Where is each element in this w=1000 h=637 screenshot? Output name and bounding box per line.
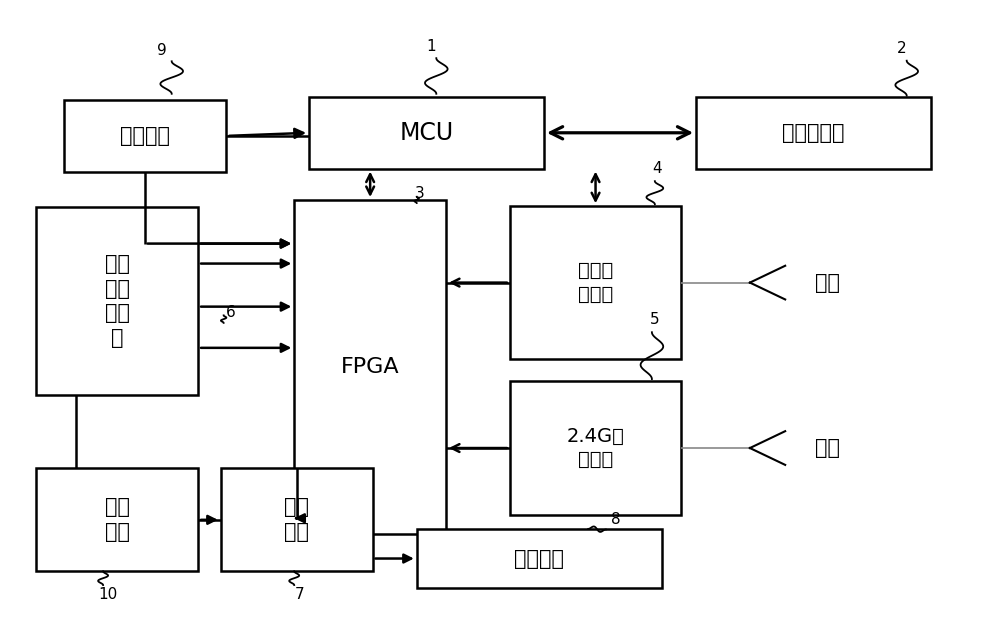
Text: 移动通
信模块: 移动通 信模块 <box>578 261 613 304</box>
Bar <box>221 468 373 571</box>
Text: 3: 3 <box>415 186 425 201</box>
Bar <box>294 200 446 534</box>
Bar <box>64 100 226 172</box>
Text: 6: 6 <box>226 304 235 320</box>
Bar <box>696 97 931 169</box>
Text: 2: 2 <box>897 41 907 56</box>
Bar <box>36 208 198 395</box>
Bar <box>510 206 681 359</box>
Text: 5: 5 <box>650 312 660 327</box>
Bar <box>417 529 662 588</box>
Text: 2.4G无
线模块: 2.4G无 线模块 <box>567 427 624 469</box>
Text: MCU: MCU <box>399 121 454 145</box>
Text: FPGA: FPGA <box>341 357 399 377</box>
Text: 电源模块: 电源模块 <box>120 126 170 146</box>
Text: 天线: 天线 <box>815 438 840 458</box>
Bar <box>510 381 681 515</box>
Text: 4: 4 <box>652 161 662 176</box>
Bar <box>36 468 198 571</box>
Text: 天线: 天线 <box>815 273 840 292</box>
Text: 7: 7 <box>294 587 304 602</box>
Text: 8: 8 <box>611 512 620 527</box>
Bar <box>309 97 544 169</box>
Text: 数据
采集
传感
器: 数据 采集 传感 器 <box>105 254 130 348</box>
Text: 微波发生器: 微波发生器 <box>782 123 845 143</box>
Text: 告警模块: 告警模块 <box>514 548 564 569</box>
Text: 时钟
模块: 时钟 模块 <box>105 497 130 542</box>
Text: 10: 10 <box>98 587 118 602</box>
Text: 9: 9 <box>157 43 167 57</box>
Text: 1: 1 <box>427 39 436 54</box>
Text: 接口
模块: 接口 模块 <box>284 497 309 542</box>
